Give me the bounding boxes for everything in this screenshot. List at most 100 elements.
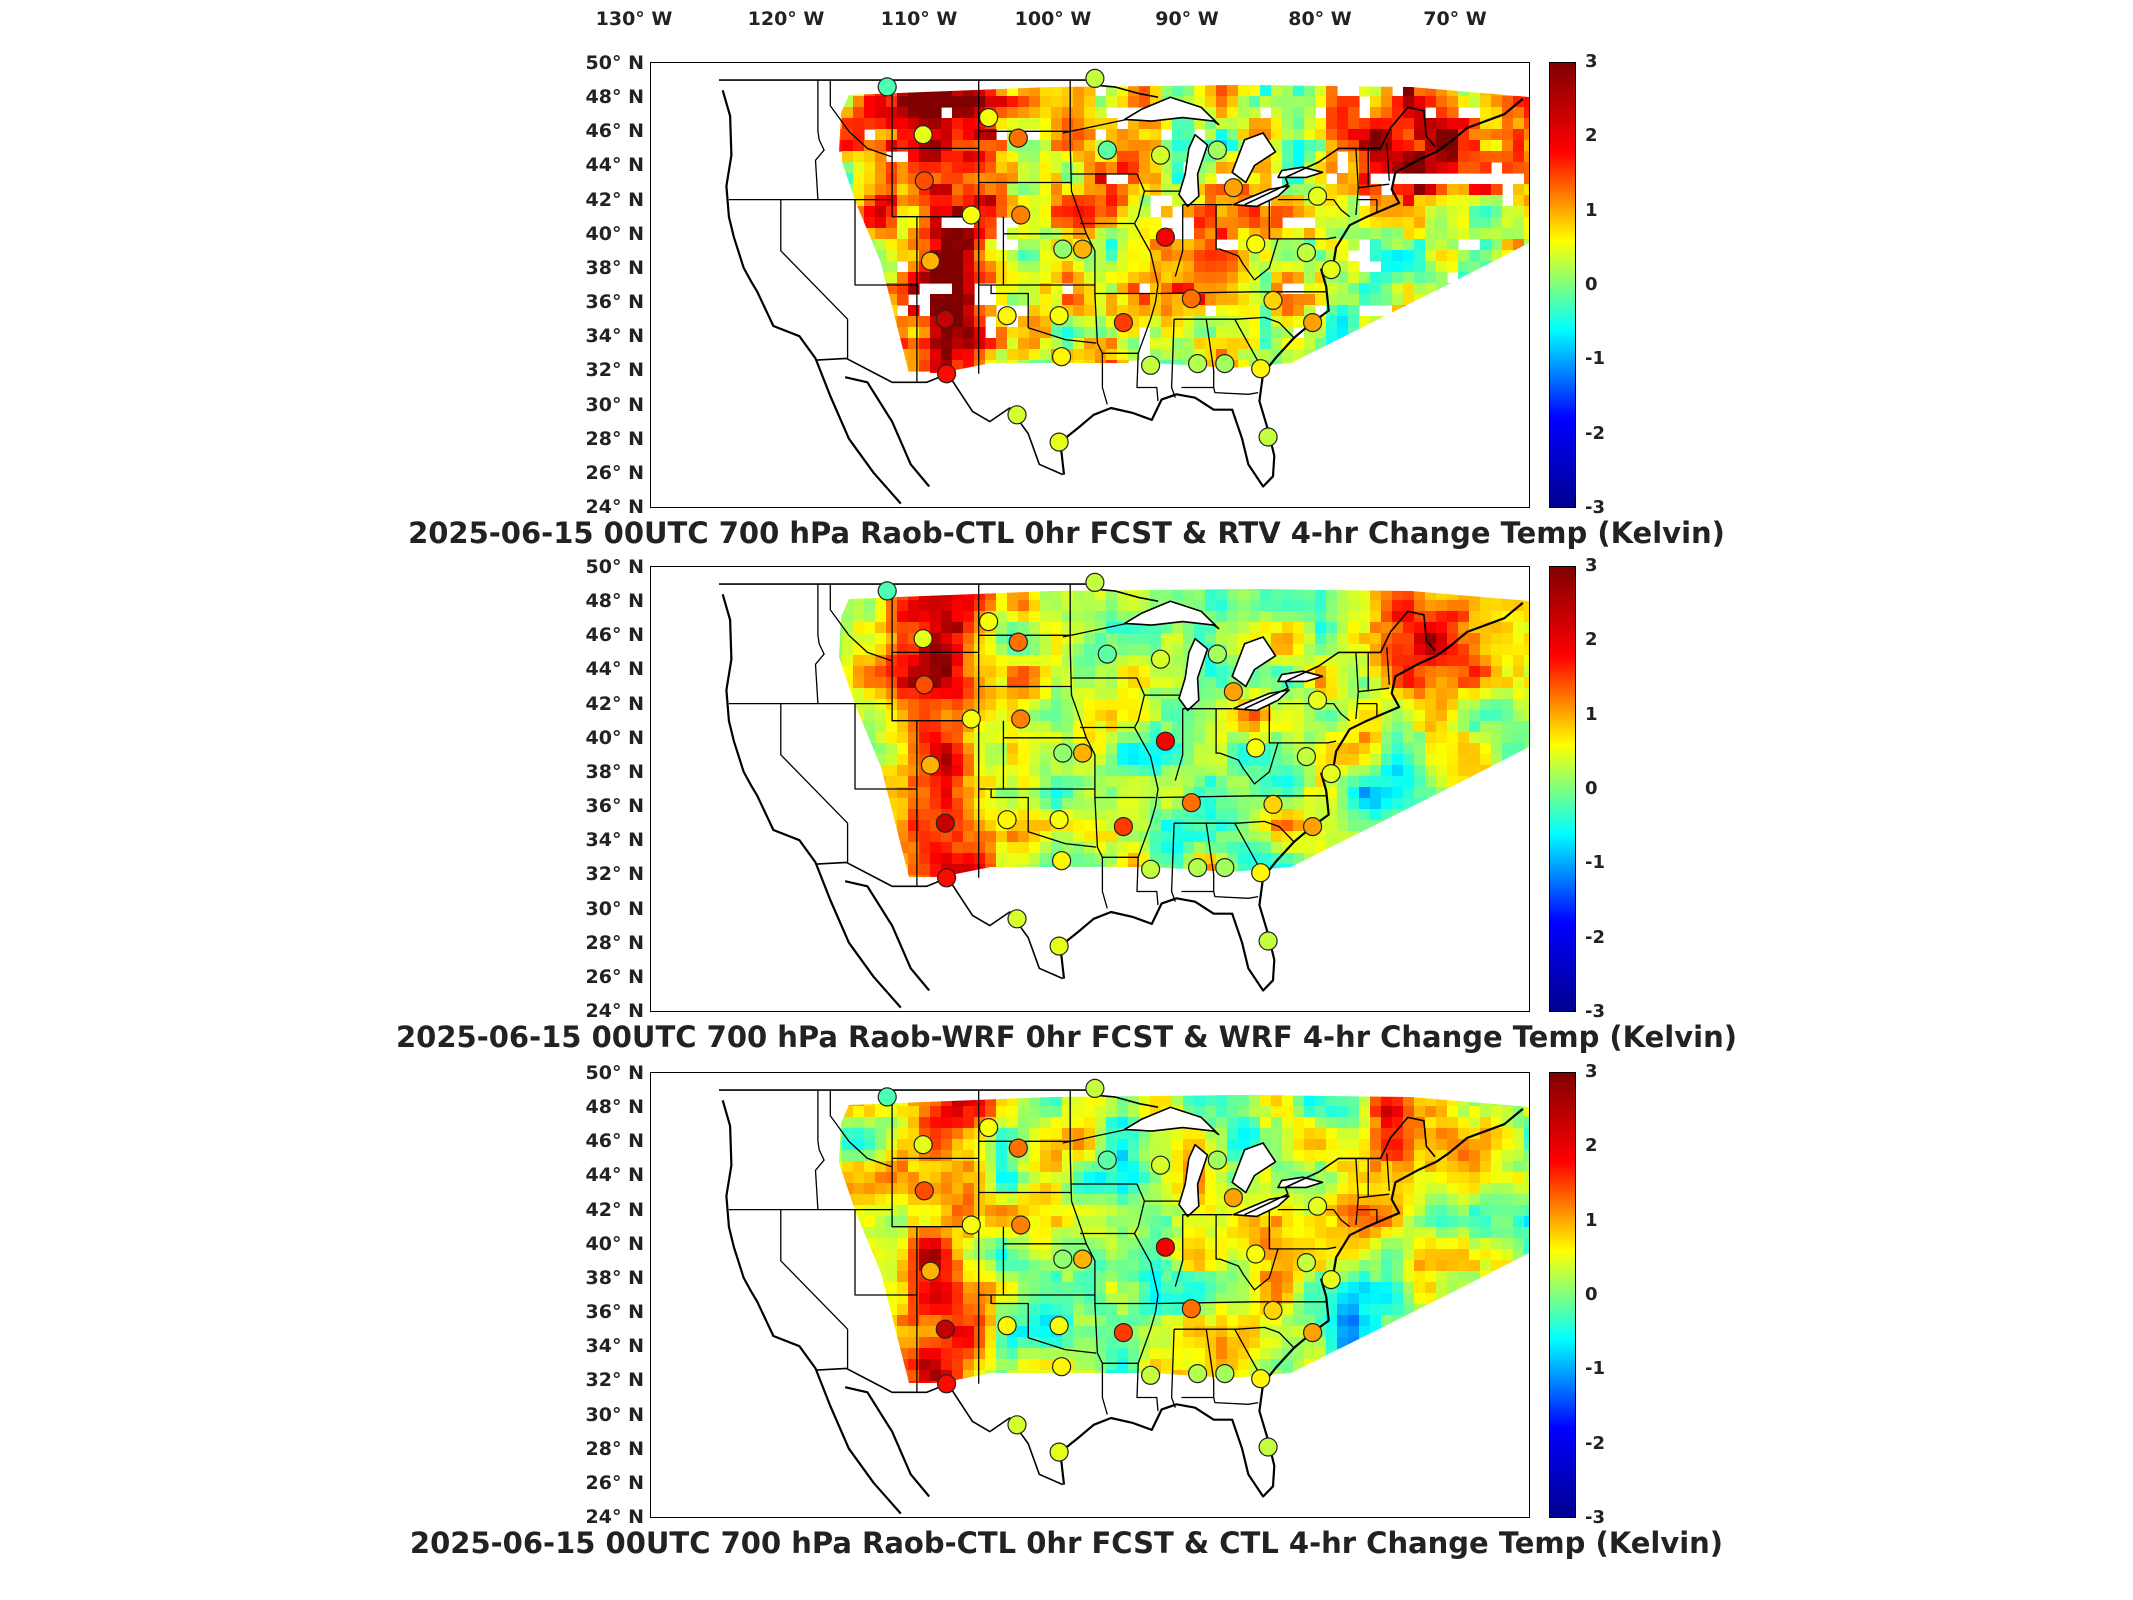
raob-station-marker xyxy=(1085,572,1105,592)
colorbar-tick-label: 3 xyxy=(1585,51,1598,72)
raob-station-marker xyxy=(1302,1323,1323,1343)
raob-station-marker xyxy=(1207,1150,1228,1170)
panel-title: 2025-06-15 00UTC 700 hPa Raob-CTL 0hr FC… xyxy=(409,1526,1724,1560)
colorbar-tick-label: -1 xyxy=(1585,348,1605,370)
raob-station-marker xyxy=(1251,359,1271,379)
latitude-label: 36° N xyxy=(585,795,644,818)
latitude-label: 40° N xyxy=(585,1232,644,1255)
raob-station-marker xyxy=(1215,1364,1235,1384)
latitude-label: 38° N xyxy=(585,256,644,279)
raob-station-marker xyxy=(1113,1323,1133,1343)
raob-station-marker xyxy=(1052,347,1072,367)
raob-station-marker xyxy=(979,107,999,128)
raob-station-marker xyxy=(1049,306,1069,326)
colorbar-tick-label: -3 xyxy=(1585,497,1605,518)
raob-station-marker xyxy=(1223,682,1244,702)
raob-station-marker xyxy=(1008,128,1028,148)
raob-station-marker xyxy=(1215,354,1235,374)
latitude-label: 38° N xyxy=(585,1266,644,1289)
map-canvas xyxy=(719,68,1529,505)
raob-station-marker xyxy=(1246,234,1266,254)
raob-station-marker xyxy=(1049,1316,1069,1336)
coastline xyxy=(721,89,1524,505)
great-lakes-outline xyxy=(1123,96,1324,208)
raob-station-marker xyxy=(1073,239,1093,259)
raob-station-marker xyxy=(1150,649,1171,669)
raob-station-marker xyxy=(1187,858,1208,878)
raob-station-marker xyxy=(1207,644,1228,664)
latitude-label: 24° N xyxy=(585,1506,644,1528)
latitude-label: 50° N xyxy=(585,52,644,74)
colorbar-tick-label: 0 xyxy=(1585,778,1598,799)
latitude-label: 46° N xyxy=(585,120,644,143)
raob-station-marker xyxy=(997,810,1017,830)
raob-station-marker xyxy=(1073,743,1093,763)
raob-station-marker xyxy=(1141,1365,1161,1385)
longitude-label: 130° W xyxy=(595,8,673,30)
raob-station-marker xyxy=(979,1117,999,1138)
latitude-label: 32° N xyxy=(585,863,644,886)
raob-station-marker xyxy=(1223,1188,1244,1208)
latitude-label: 42° N xyxy=(585,692,644,715)
panel-title: 2025-06-15 00UTC 700 hPa Raob-WRF 0hr FC… xyxy=(395,1020,1737,1054)
raob-station-marker xyxy=(1150,145,1171,165)
raob-station-marker xyxy=(1321,764,1341,784)
raob-station-marker xyxy=(1251,863,1271,883)
raob-station-marker xyxy=(1007,1415,1027,1435)
raob-station-marker xyxy=(937,1374,957,1394)
raob-station-marker xyxy=(1049,1442,1069,1462)
raob-station-marker xyxy=(937,868,957,888)
colorbar-tick-label: 0 xyxy=(1585,1284,1598,1305)
colorbar-tick-label: 1 xyxy=(1585,703,1598,725)
raob-station-marker xyxy=(1258,1437,1278,1457)
map-canvas xyxy=(719,572,1529,1009)
raob-station-marker xyxy=(1307,690,1328,710)
latitude-label: 24° N xyxy=(585,496,644,518)
latitude-label: 40° N xyxy=(585,222,644,245)
raob-station-marker xyxy=(1302,817,1323,837)
raob-station-marker xyxy=(920,755,941,775)
raob-station-marker xyxy=(1296,243,1317,263)
raob-station-marker xyxy=(1052,851,1072,871)
raob-station-marker xyxy=(961,205,981,225)
raob-station-marker xyxy=(1258,931,1278,951)
raob-station-marker xyxy=(935,1319,955,1339)
raob-station-marker xyxy=(877,1087,897,1107)
raob-station-marker xyxy=(979,611,999,632)
colorbar-tick-label: 2 xyxy=(1585,1135,1598,1157)
raob-station-marker xyxy=(1097,644,1117,664)
raob-station-marker xyxy=(877,77,897,97)
colorbar-tick-label: -3 xyxy=(1585,1001,1605,1022)
raob-station-marker xyxy=(935,309,955,329)
latitude-label: 30° N xyxy=(585,897,644,920)
latitude-label: 34° N xyxy=(585,325,644,348)
colorbar-tick-label: 1 xyxy=(1585,1209,1598,1231)
raob-station-marker xyxy=(1307,1196,1328,1216)
raob-station-marker xyxy=(1321,1270,1341,1290)
raob-station-marker xyxy=(1049,432,1069,452)
latitude-label: 46° N xyxy=(585,624,644,647)
raob-station-marker xyxy=(961,709,981,729)
latitude-label: 36° N xyxy=(585,1301,644,1324)
latitude-label: 38° N xyxy=(585,760,644,783)
latitude-label: 44° N xyxy=(585,1164,644,1187)
raob-station-marker xyxy=(1155,1237,1176,1257)
raob-station-marker xyxy=(1085,1078,1105,1098)
raob-station-marker xyxy=(1141,355,1161,375)
raob-station-marker xyxy=(1008,632,1028,652)
map-panel-ctl: 50° N 48° N 46° N 44° N 42° N 40° N 38° N 36° N… xyxy=(0,1061,2133,1572)
colorbar-tick-label: 3 xyxy=(1585,1061,1598,1082)
state-borders xyxy=(728,80,1390,405)
map-frame xyxy=(650,1072,1530,1518)
raob-station-marker xyxy=(937,364,957,384)
longitude-axis: 130° W 120° W 110° W 100° W 90° W 80° W 70° W xyxy=(0,0,2133,40)
colorbar-tick-label: -1 xyxy=(1585,852,1605,874)
latitude-label: 28° N xyxy=(585,931,644,954)
latitude-label: 48° N xyxy=(585,590,644,613)
raob-station-marker xyxy=(1307,186,1328,206)
raob-station-marker xyxy=(1155,731,1176,751)
raob-station-marker xyxy=(1011,1215,1031,1235)
latitude-label: 42° N xyxy=(585,188,644,211)
colorbar xyxy=(1549,566,1576,1012)
raob-station-marker xyxy=(1302,313,1323,333)
